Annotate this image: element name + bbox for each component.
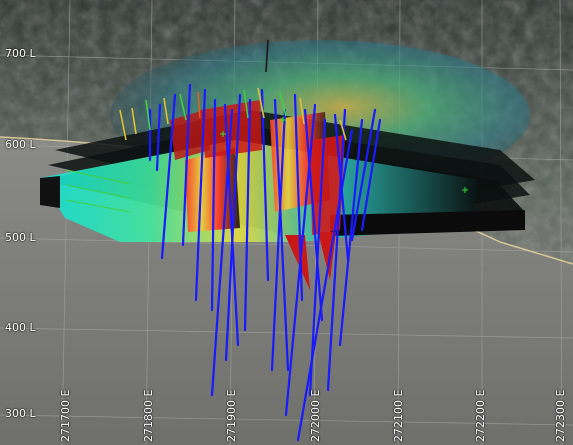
easting-label-272200: 272200 E [474, 389, 487, 442]
elevation-label-300: 300 L [5, 407, 36, 420]
drillholes [148, 83, 382, 442]
easting-label-271900: 271900 E [225, 389, 238, 442]
elevation-label-500: 500 L [5, 231, 36, 244]
survey-markers [220, 117, 468, 193]
elevation-label-700: 700 L [5, 47, 36, 60]
sample-markers [65, 39, 347, 213]
easting-label-271800: 271800 E [142, 389, 155, 442]
elevation-label-600: 600 L [5, 138, 36, 151]
easting-label-272300: 272300 E [554, 389, 567, 442]
elevation-label-400: 400 L [5, 321, 36, 334]
easting-label-272000: 272000 E [309, 389, 322, 442]
easting-label-271700: 271700 E [59, 389, 72, 442]
easting-label-272100: 272100 E [392, 389, 405, 442]
